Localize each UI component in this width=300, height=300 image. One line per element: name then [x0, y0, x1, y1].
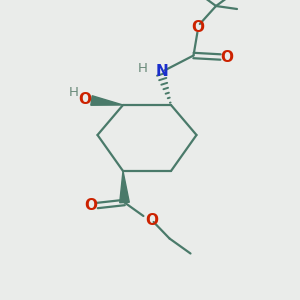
Text: O: O — [145, 213, 158, 228]
Text: N: N — [156, 64, 168, 80]
Text: O: O — [191, 20, 205, 34]
Text: H: H — [69, 86, 78, 100]
Polygon shape — [120, 171, 129, 203]
Text: O: O — [220, 50, 234, 64]
Text: O: O — [78, 92, 92, 106]
Text: O: O — [84, 198, 98, 213]
Polygon shape — [91, 96, 123, 105]
Text: H: H — [138, 62, 148, 75]
